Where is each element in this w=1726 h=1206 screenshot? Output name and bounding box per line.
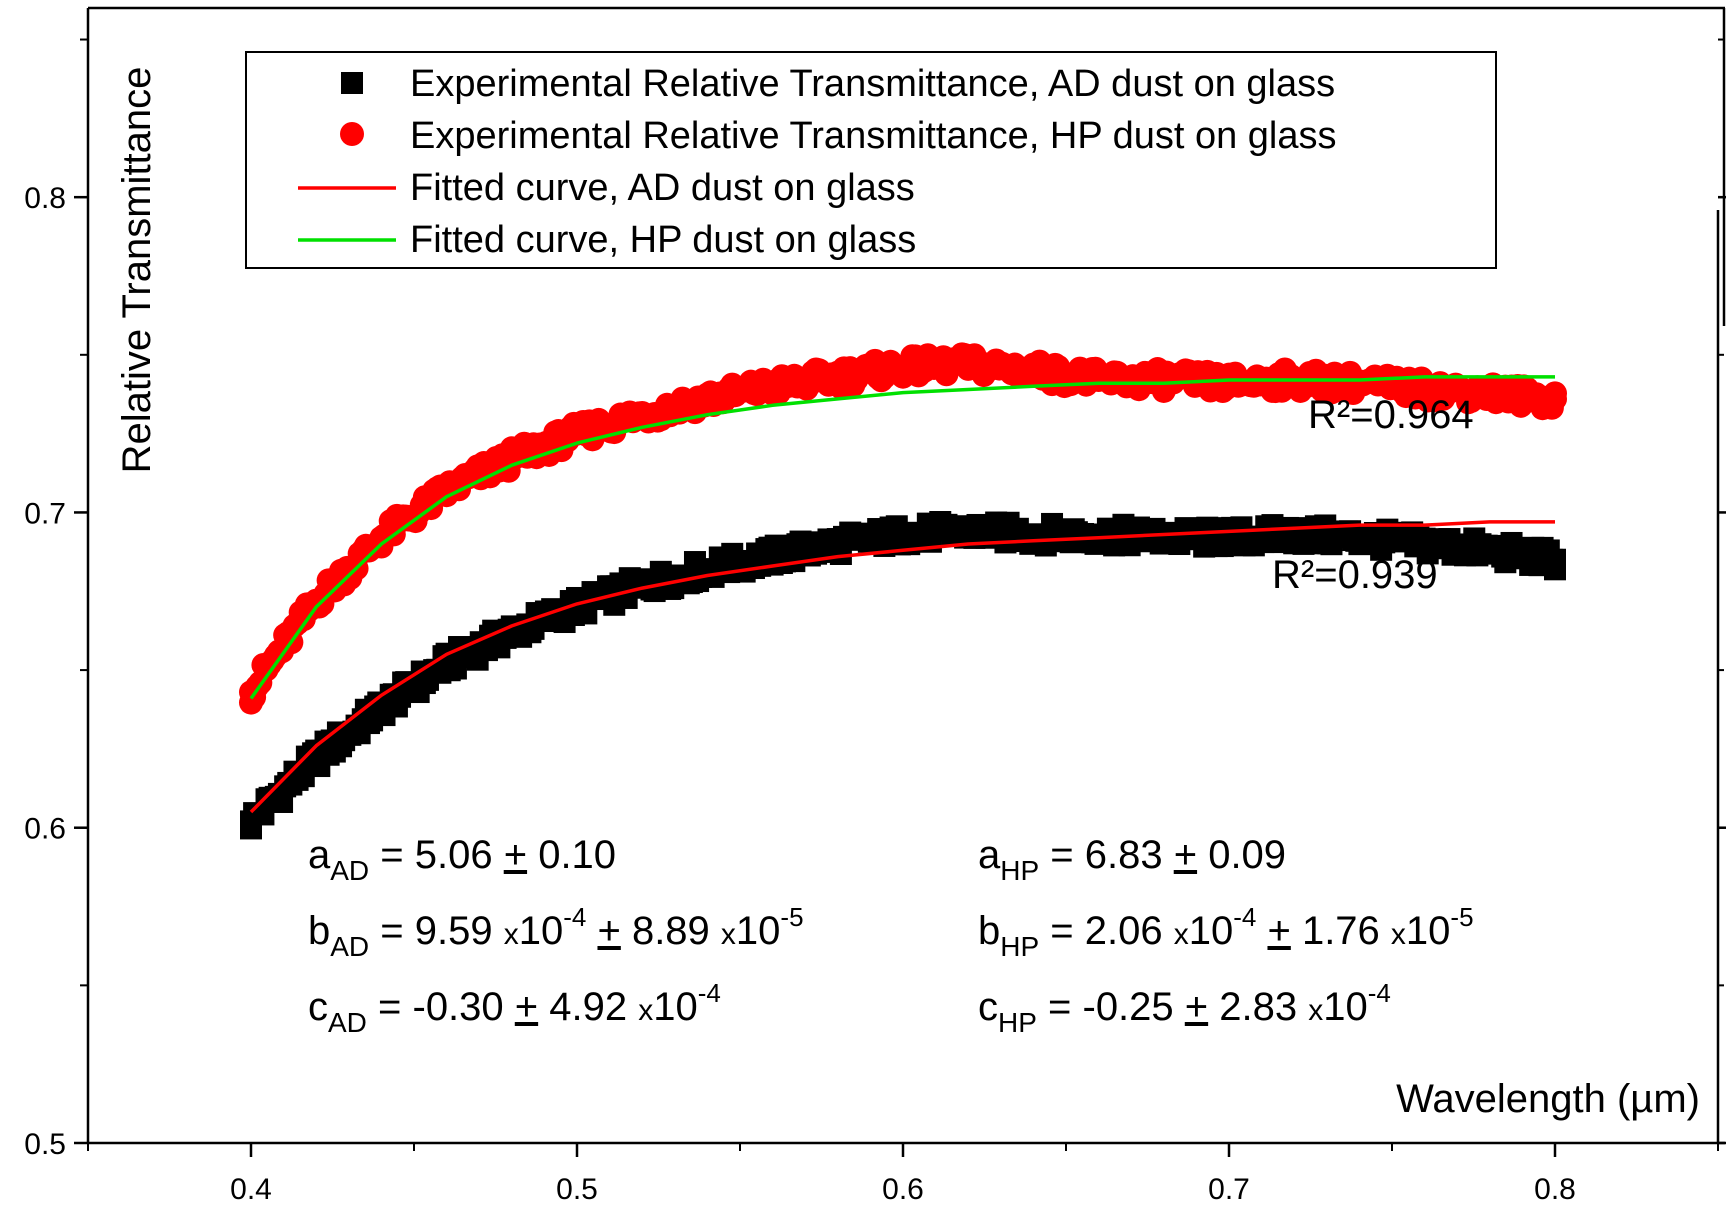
param-ad-b: bAD = 9.59 x10-4 + 8.89 x10-5 <box>308 902 804 962</box>
y-tick-label-1: 0.6 <box>24 813 66 846</box>
series-layer <box>239 342 1567 840</box>
param-hp-c: cHP = -0.25 + 2.83 x10-4 <box>978 978 1391 1038</box>
data-point-hp-anchor <box>1086 368 1111 393</box>
data-point-hp-anchor <box>891 355 915 380</box>
data-point-hp-anchor <box>565 421 589 446</box>
data-point-hp-anchor <box>1477 380 1502 405</box>
fit-line-hp <box>249 375 1555 700</box>
y-tick-label-0: 0.5 <box>24 1128 66 1161</box>
data-point-hp-anchor <box>630 402 655 427</box>
data-point-hp-anchor <box>434 478 459 503</box>
legend-marker-ad-square <box>341 72 363 94</box>
data-point-ad-anchor <box>240 810 262 833</box>
data-point-ad-anchor <box>1087 523 1110 546</box>
x-tick-label-0: 0.4 <box>230 1173 272 1206</box>
data-point-hp-anchor <box>1412 377 1437 402</box>
data-point-ad-anchor <box>826 532 849 555</box>
legend: Experimental Relative Transmittance, AD … <box>245 51 1497 269</box>
x-tick-label-1: 0.5 <box>556 1173 598 1206</box>
data-point-hp-anchor <box>1021 358 1046 383</box>
legend-label-hp-fit: Fitted curve, HP dust on glass <box>410 219 916 261</box>
data-point-hp-anchor <box>1347 371 1372 396</box>
data-point-hp-anchor <box>760 374 785 399</box>
axes-frame <box>86 6 1726 1145</box>
data-point-ad-anchor <box>1478 539 1501 562</box>
y-tick-label-2: 0.7 <box>24 497 66 530</box>
data-point-hp-anchor <box>239 680 263 705</box>
legend-marker-hp-circle <box>340 122 364 146</box>
data-point-hp-anchor <box>369 525 394 550</box>
data-point-hp-anchor <box>1543 386 1567 411</box>
data-point-ad-anchor <box>1152 526 1175 549</box>
legend-box <box>245 51 1497 269</box>
data-point-hp-anchor <box>304 588 329 613</box>
y-axis-label: Relative Transmittance <box>115 67 159 474</box>
param-ad-a: aAD = 5.06 + 0.10 <box>308 833 616 886</box>
legend-label-ad-exp: Experimental Relative Transmittance, AD … <box>410 63 1335 105</box>
data-point-hp-anchor <box>1151 368 1176 393</box>
legend-label-ad-fit: Fitted curve, AD dust on glass <box>410 167 915 209</box>
data-point-ad-anchor <box>305 747 328 770</box>
fit-line-ad <box>249 520 1555 814</box>
data-point-ad-anchor <box>370 696 393 719</box>
ticks <box>74 38 1726 1157</box>
data-point-ad-anchor <box>761 545 784 568</box>
data-point-ad-anchor <box>1348 526 1371 549</box>
legend-label-hp-exp: Experimental Relative Transmittance, HP … <box>410 115 1337 157</box>
data-point-hp-anchor <box>499 446 524 471</box>
x-tick-label-3: 0.7 <box>1208 1173 1250 1206</box>
data-point-ad-anchor <box>1413 532 1436 555</box>
data-point-hp-anchor <box>825 364 850 389</box>
param-ad-c: cAD = -0.30 + 4.92 x10-4 <box>308 978 721 1038</box>
x-tick-label-4: 0.8 <box>1534 1173 1576 1206</box>
data-point-hp-anchor <box>695 386 720 411</box>
param-hp-b: bHP = 2.06 x10-4 + 1.76 x10-5 <box>978 902 1474 962</box>
y-tick-label-3: 0.8 <box>24 182 66 215</box>
data-point-ad-anchor <box>957 520 980 543</box>
x-tick-label-2: 0.6 <box>882 1173 924 1206</box>
param-hp-a: aHP = 6.83 + 0.09 <box>978 833 1286 886</box>
tick-labels: 0.4 0.5 0.6 0.7 0.8 0.5 0.6 0.7 0.8 <box>24 182 1576 1206</box>
series-hp-scatter <box>239 342 1567 715</box>
fit-parameters: aAD = 5.06 + 0.10 bAD = 9.59 x10-4 + 8.89… <box>308 833 1474 1038</box>
r2-ad-annotation: R²=0.939 <box>1272 553 1438 597</box>
r2-hp-annotation: R²=0.964 <box>1308 393 1474 437</box>
x-axis-label: Wavelength (µm) <box>1396 1077 1700 1121</box>
data-point-ad-anchor <box>1544 548 1566 571</box>
data-point-ad-anchor <box>892 523 914 546</box>
data-point-hp-anchor <box>956 352 981 377</box>
data-point-hp-anchor <box>1217 371 1241 396</box>
